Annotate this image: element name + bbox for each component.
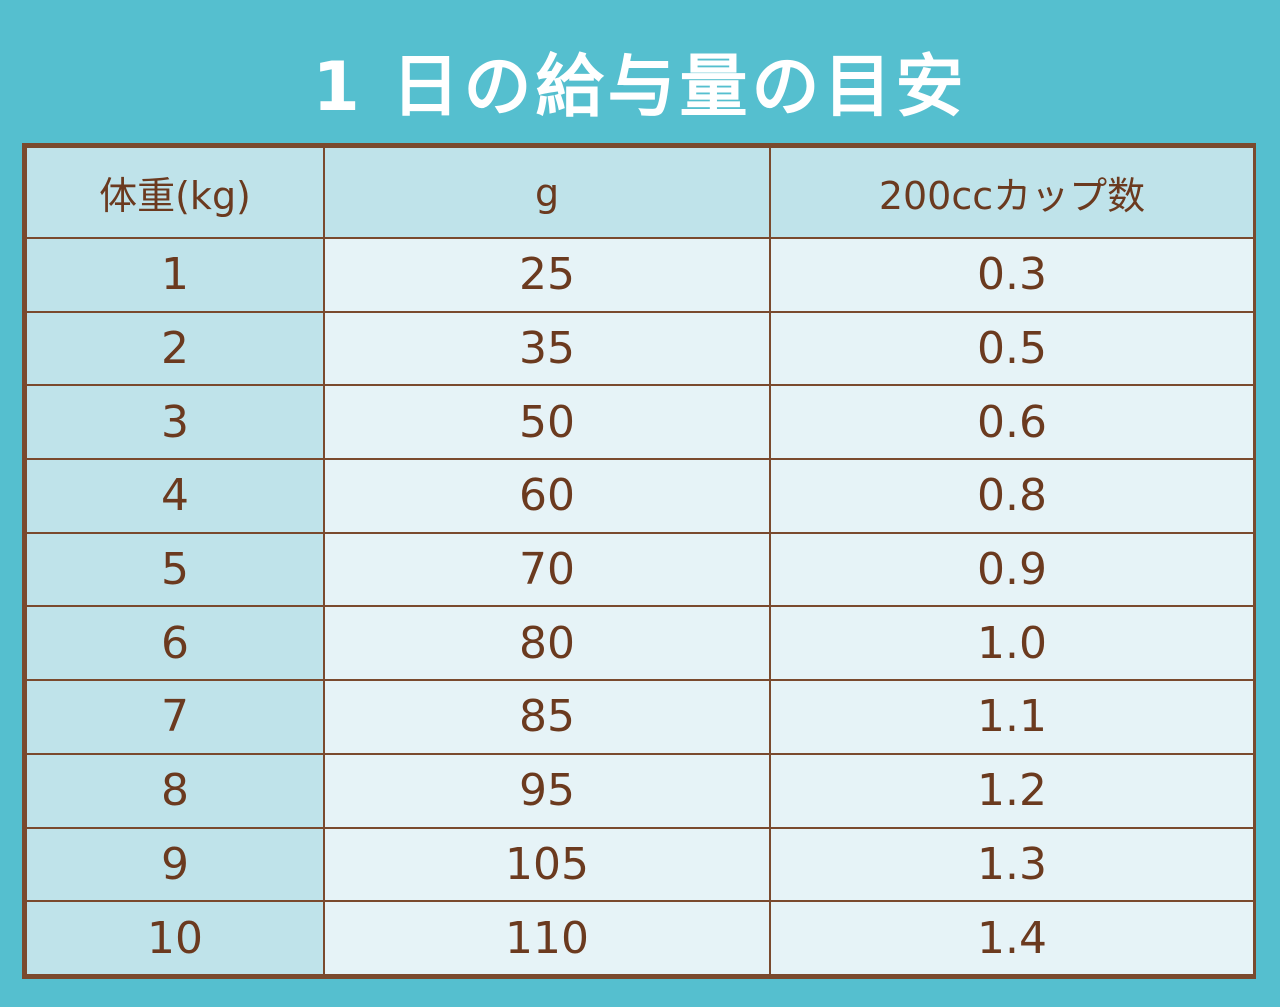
weight-cell: 1: [25, 237, 325, 313]
grams-cell: 105: [323, 826, 771, 903]
grams-cell: 50: [323, 384, 771, 461]
table-row: 9 105 1.3: [25, 826, 1255, 903]
grams-cell: 25: [323, 237, 771, 313]
table-row: 8 95 1.2: [25, 752, 1255, 829]
cups-cell: 0.8: [769, 458, 1255, 534]
cups-cell: 0.5: [769, 310, 1255, 387]
grams-cell: 35: [323, 310, 771, 387]
cups-cell: 0.9: [769, 531, 1255, 608]
cups-cell: 0.6: [769, 384, 1255, 461]
grams-cell: 110: [323, 900, 771, 976]
cups-cell: 1.1: [769, 679, 1255, 755]
weight-cell: 7: [25, 679, 325, 755]
grams-cell: 80: [323, 605, 771, 682]
table-row: 1 25 0.3: [25, 237, 1255, 313]
feeding-table-container: 体重(kg) g 200ccカップ数 1 25 0.3 2 35 0.5 3 50 0.6 4 60…: [22, 143, 1256, 979]
table-row: 5 70 0.9: [25, 531, 1255, 608]
chart-title: 1 日の給与量の目安: [312, 48, 968, 127]
weight-cell: 2: [25, 310, 325, 387]
table-row: 10 110 1.4: [25, 900, 1255, 976]
weight-cell: 9: [25, 826, 325, 903]
cups-cell: 1.3: [769, 826, 1255, 903]
weight-cell: 8: [25, 752, 325, 829]
cups-cell: 1.4: [769, 900, 1255, 976]
table-body: 1 25 0.3 2 35 0.5 3 50 0.6 4 60 0.8 5 70 0.9 6 80 1.0 7 85 1…: [25, 237, 1255, 976]
feeding-table: 体重(kg) g 200ccカップ数 1 25 0.3 2 35 0.5 3 50 0.6 4 60…: [25, 146, 1255, 976]
grams-cell: 85: [323, 679, 771, 755]
cups-cell: 0.3: [769, 237, 1255, 313]
grams-cell: 95: [323, 752, 771, 829]
weight-cell: 5: [25, 531, 325, 608]
weight-cell: 6: [25, 605, 325, 682]
cups-cell: 1.0: [769, 605, 1255, 682]
header-cups: 200ccカップ数: [769, 146, 1255, 239]
grams-cell: 60: [323, 458, 771, 534]
grams-cell: 70: [323, 531, 771, 608]
table-row: 4 60 0.8: [25, 458, 1255, 534]
table-row: 2 35 0.5: [25, 310, 1255, 387]
table-row: 6 80 1.0: [25, 605, 1255, 682]
cups-cell: 1.2: [769, 752, 1255, 829]
table-row: 7 85 1.1: [25, 679, 1255, 755]
weight-cell: 4: [25, 458, 325, 534]
header-grams: g: [323, 146, 771, 239]
header-weight: 体重(kg): [25, 146, 325, 239]
table-header-row: 体重(kg) g 200ccカップ数: [25, 146, 1255, 239]
table-row: 3 50 0.6: [25, 384, 1255, 461]
weight-cell: 10: [25, 900, 325, 976]
weight-cell: 3: [25, 384, 325, 461]
